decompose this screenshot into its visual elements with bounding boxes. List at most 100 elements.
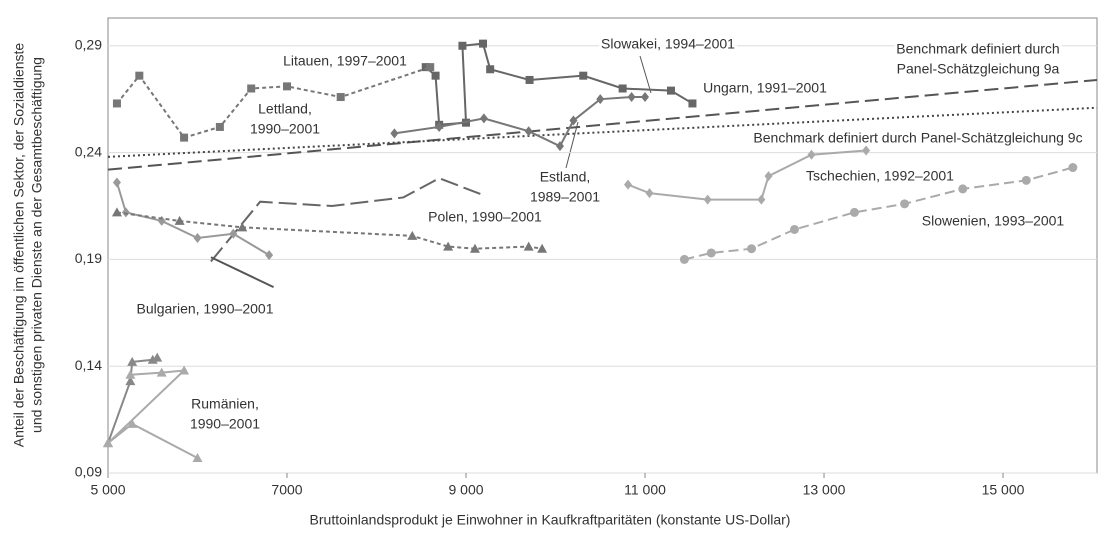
marker <box>426 63 435 72</box>
series-line <box>116 211 543 250</box>
marker <box>624 179 633 190</box>
marker <box>112 99 121 108</box>
marker <box>112 177 121 188</box>
y-tick-label: 0,09 <box>75 464 102 480</box>
annotation: Panel-Schätzgleichung 9a <box>897 61 1060 77</box>
marker <box>125 376 136 386</box>
marker <box>627 92 636 103</box>
marker <box>525 75 534 84</box>
marker <box>764 171 773 182</box>
series-line <box>684 166 1074 261</box>
pointer <box>565 121 579 169</box>
label-bg <box>919 212 1067 229</box>
marker <box>569 115 578 126</box>
marker <box>757 194 766 205</box>
label-bg <box>537 168 593 185</box>
y-tick-label: 0,24 <box>75 143 102 159</box>
marker <box>180 133 189 142</box>
marker <box>390 128 399 139</box>
label-bg <box>527 188 603 205</box>
label-bg <box>281 52 410 69</box>
pointer <box>639 55 652 94</box>
annotation: Benchmark definiert durch <box>896 41 1059 57</box>
marker <box>127 418 138 428</box>
series-line <box>107 369 198 459</box>
marker <box>486 65 495 74</box>
label-bg <box>599 35 738 52</box>
marker <box>247 84 256 93</box>
marker <box>747 244 757 254</box>
marker <box>174 215 185 225</box>
marker <box>103 438 113 448</box>
marker <box>336 93 345 102</box>
marker <box>807 149 816 160</box>
marker <box>156 367 167 377</box>
annotation: Bulgarien, 1990–2001 <box>136 301 273 317</box>
marker <box>849 207 859 217</box>
marker <box>479 113 488 124</box>
annotation: Lettland, <box>258 101 312 117</box>
label-bg <box>134 300 276 317</box>
marker <box>523 241 534 251</box>
marker <box>229 228 238 239</box>
series-line <box>107 78 1098 171</box>
marker <box>958 184 968 194</box>
marker <box>179 365 190 375</box>
annotation: Estland, <box>540 169 591 185</box>
marker <box>706 248 716 258</box>
marker <box>407 230 418 240</box>
marker <box>1021 175 1031 185</box>
label-bg <box>187 415 263 432</box>
marker <box>421 63 430 72</box>
series-line <box>210 177 485 263</box>
label-bg <box>751 129 1085 146</box>
label-bg <box>426 208 545 225</box>
marker <box>121 207 130 218</box>
marker <box>215 122 224 131</box>
x-tick-label: 5 000 <box>90 482 125 498</box>
marker <box>265 250 274 261</box>
marker <box>431 71 440 80</box>
marker <box>666 86 675 95</box>
annotation: Ungarn, 1991–2001 <box>703 80 827 96</box>
label-bg <box>256 100 314 117</box>
marker <box>135 71 144 80</box>
marker <box>789 224 799 234</box>
annotation: 1990–2001 <box>250 121 320 137</box>
label-bg <box>701 79 830 96</box>
marker <box>862 145 871 156</box>
marker <box>458 41 467 50</box>
annotation: Tschechien, 1992–2001 <box>806 168 954 184</box>
marker <box>641 92 650 103</box>
label-bg <box>247 120 323 137</box>
marker <box>645 188 654 199</box>
marker <box>703 194 712 205</box>
marker <box>537 243 548 253</box>
annotation: Rumänien, <box>191 396 259 412</box>
label-bg <box>894 40 1062 57</box>
marker <box>688 99 697 108</box>
annotation: Slowakei, 1994–2001 <box>601 36 735 52</box>
series-line <box>116 66 431 139</box>
marker <box>237 222 248 232</box>
series-line <box>210 256 275 289</box>
marker <box>524 126 533 137</box>
marker <box>435 121 444 132</box>
marker <box>579 71 588 80</box>
marker <box>192 453 203 463</box>
x-axis-label: Bruttoinlandsprodukt je Einwohner in Kau… <box>310 512 791 528</box>
annotation: 1990–2001 <box>190 416 260 432</box>
marker <box>679 254 689 264</box>
annotation: 1989–2001 <box>530 189 600 205</box>
marker <box>900 199 910 209</box>
series-line <box>425 42 693 126</box>
marker <box>127 356 138 366</box>
marker <box>125 369 136 379</box>
label-bg <box>894 60 1062 77</box>
y-tick-label: 0,19 <box>75 250 102 266</box>
x-tick-label: 7000 <box>271 482 302 498</box>
x-tick-label: 13 000 <box>803 482 846 498</box>
x-tick-label: 9 000 <box>448 482 483 498</box>
y-tick-label: 0,14 <box>75 357 102 373</box>
